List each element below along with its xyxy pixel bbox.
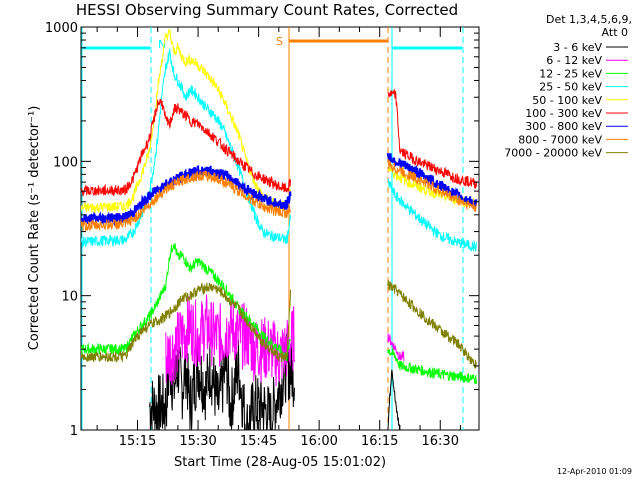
plot-frame xyxy=(80,26,480,431)
legend-entry: 6 - 12 keV xyxy=(546,54,628,67)
legend-entry: 800 - 7000 keV xyxy=(518,133,628,146)
x-tick-label: 16:15 xyxy=(361,434,398,449)
legend-entry: 12 - 25 keV xyxy=(539,67,628,80)
legend-entry: 300 - 800 keV xyxy=(525,120,628,133)
timestamp: 12-Apr-2010 01:09 xyxy=(557,467,632,476)
legend-label: 800 - 7000 keV xyxy=(518,133,602,146)
series-6-12kev-pre xyxy=(165,294,295,387)
y-tick-label: 1000 xyxy=(45,21,78,36)
legend-entry: 50 - 100 keV xyxy=(532,94,628,107)
series-100-300kev-post xyxy=(387,88,478,189)
legend-label: 7000 - 20000 keV xyxy=(504,147,602,160)
series-12-25kev-post xyxy=(387,348,478,385)
x-tick-label: 16:30 xyxy=(422,434,459,449)
x-tick-label: 16:00 xyxy=(300,434,337,449)
legend-entry: 7000 - 20000 keV xyxy=(504,147,628,160)
chart-title: HESSI Observing Summary Count Rates, Cor… xyxy=(76,1,458,19)
night-annotation: N xyxy=(158,38,166,51)
legend-header-line-1: Det 1,3,4,5,6,9, xyxy=(546,13,632,26)
series-3-6kev-post xyxy=(387,369,401,430)
legend-entry: 3 - 6 keV xyxy=(553,41,628,54)
x-tick-label: 15:15 xyxy=(119,434,156,449)
series-12-25kev-pre xyxy=(81,243,291,362)
y-tick-label: 100 xyxy=(53,155,78,170)
legend-header-line-2: Att 0 xyxy=(602,26,628,39)
y-axis-label: Corrected Count Rate (s⁻¹ detector⁻¹) xyxy=(27,106,42,351)
y-tick-label: 1 xyxy=(70,424,78,439)
series-7000-20000kev-post xyxy=(387,279,477,369)
x-tick-label: 15:30 xyxy=(179,434,216,449)
series-300-800kev-pre xyxy=(81,165,292,227)
y-tick-label: 10 xyxy=(61,290,78,305)
x-axis-label: Start Time (28-Aug-05 15:01:02) xyxy=(174,455,386,470)
saa-annotation: S xyxy=(276,35,283,48)
legend-label: 300 - 800 keV xyxy=(525,120,602,133)
series-300-800kev-post xyxy=(386,152,478,210)
x-tick-label: 15:45 xyxy=(240,434,277,449)
series-25-50kev-pre xyxy=(81,47,291,248)
y-axis: 1 10 100 1000 xyxy=(45,21,479,439)
x-axis: 15:15 15:30 15:45 16:00 16:15 16:30 xyxy=(96,27,461,449)
series-7000-20000kev-pre xyxy=(81,282,291,363)
legend-header: Det 1,3,4,5,6,9, Att 0 xyxy=(546,13,632,39)
legend-label: 25 - 50 keV xyxy=(539,81,602,94)
series-50-100kev-pre xyxy=(81,28,291,213)
series-25-50kev-post xyxy=(387,178,478,252)
legend-label: 12 - 25 keV xyxy=(539,67,602,80)
legend-label: 3 - 6 keV xyxy=(553,41,602,54)
legend-entry: 100 - 300 keV xyxy=(525,107,628,120)
series-100-300kev-pre xyxy=(81,98,291,197)
legend-label: 100 - 300 keV xyxy=(525,107,602,120)
series-layer xyxy=(81,28,478,430)
series-800-7000kev-post xyxy=(387,159,478,212)
legend-label: 50 - 100 keV xyxy=(532,94,602,107)
legend-entry: 25 - 50 keV xyxy=(539,81,628,94)
series-800-7000kev-pre xyxy=(81,170,291,232)
series-6-12kev-post xyxy=(387,333,405,362)
legend-label: 6 - 12 keV xyxy=(546,54,602,67)
